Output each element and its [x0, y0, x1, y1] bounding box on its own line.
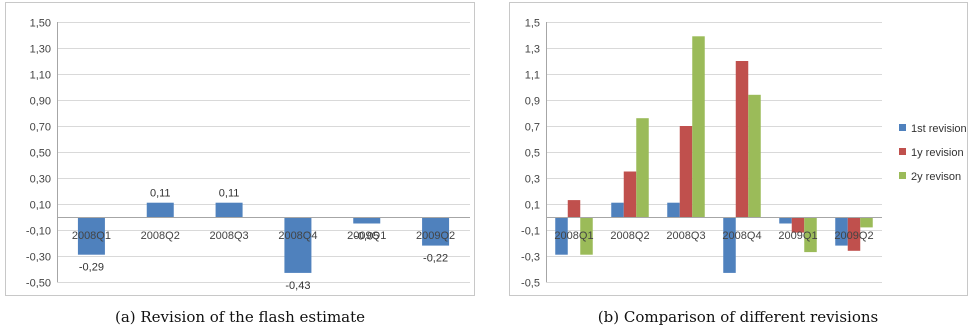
y-tick-label: 0,50: [30, 148, 51, 160]
x-tick-label: 2008Q1: [554, 230, 593, 242]
bar-2008Q3-s1: [667, 202, 680, 217]
y-tick-label: 0,7: [525, 122, 540, 134]
y-tick-label: -0,50: [26, 278, 51, 290]
y-tick-label: 1,3: [525, 44, 540, 56]
data-label: 0,11: [150, 188, 171, 200]
chart-a: -0,50 -0,30 -0,10 0,10 0,30 0,50 0,70 0,90 1,10 1…: [0, 0, 480, 300]
bar-2008Q1-s2: [567, 200, 581, 217]
bar-2008Q3-s2: [679, 126, 693, 217]
y-tick-label: 0,90: [30, 96, 51, 108]
y-tick-label: -0,3: [521, 252, 540, 264]
y-tick-label: 0,3: [525, 174, 540, 186]
bar-2008Q2-s1: [611, 202, 624, 217]
chart-b: -0,5 -0,3 -0,1 0,1 0,3 0,5 0,7 0,9 1,1 1,3 1,5 2008…: [504, 0, 973, 300]
bar-2009Q2-s3: [860, 217, 873, 228]
x-tick-label: 2009Q1: [347, 230, 386, 242]
x-tick-label: 2008Q1: [72, 230, 111, 242]
bar-2008Q2-s2: [623, 171, 637, 217]
data-label: -0,29: [79, 262, 104, 274]
legend-label: 1st revision: [911, 123, 967, 135]
caption-a: (a) Revision of the flash estimate: [114, 308, 366, 326]
bar-2008Q2: [146, 202, 174, 217]
y-tick-label: 0,30: [30, 174, 51, 186]
y-tick-label: 0,9: [525, 96, 540, 108]
y-tick-label: 1,30: [30, 44, 51, 56]
bar-2009Q2: [422, 217, 450, 246]
chart-b-svg: -0,5 -0,3 -0,1 0,1 0,3 0,5 0,7 0,9 1,1 1,3 1,5 2008…: [509, 2, 968, 296]
y-tick-label: 1,5: [525, 18, 540, 30]
x-tick-label: 2008Q3: [210, 230, 249, 242]
x-tick-label: 2008Q4: [278, 230, 317, 242]
y-tick-label: 1,10: [30, 70, 51, 82]
bar-2008Q4-s2: [735, 61, 749, 217]
caption-b: (b) Comparison of different revisions: [597, 308, 879, 326]
legend-swatch: [899, 148, 906, 155]
legend-label: 2y revison: [911, 171, 961, 183]
x-tick-label: 2008Q4: [722, 230, 761, 242]
data-label: -0,05: [354, 231, 379, 243]
bar-2008Q1: [77, 217, 105, 255]
bar-2008Q2-s3: [636, 118, 649, 217]
x-tick-label: 2009Q2: [416, 230, 455, 242]
bar-2009Q1-s3: [804, 217, 817, 253]
y-tick-label: -0,30: [26, 252, 51, 264]
data-label: 0,11: [219, 188, 240, 200]
y-tick-label: 0,5: [525, 148, 540, 160]
x-tick-label: 2009Q1: [778, 230, 817, 242]
legend-swatch: [899, 124, 906, 131]
bar-2008Q4-s1: [723, 217, 736, 273]
x-tick-label: 2009Q2: [834, 230, 873, 242]
bar-2008Q1-s3: [580, 217, 593, 255]
bar-2009Q1-s2: [791, 217, 805, 233]
bar-2008Q3-s3: [692, 36, 705, 217]
y-tick-label: -0,1: [521, 226, 540, 238]
bar-2008Q4-s3: [748, 94, 761, 217]
y-tick-label: 0,1: [525, 200, 540, 212]
bar-2009Q1-s1: [779, 217, 792, 224]
chart-frame: [5, 2, 475, 296]
x-tick-label: 2008Q2: [610, 230, 649, 242]
x-tick-label: 2008Q3: [666, 230, 705, 242]
y-tick-label: -0,5: [521, 278, 540, 290]
bar-2009Q2-s1: [835, 217, 848, 246]
y-tick-label: 1,50: [30, 18, 51, 30]
bar-2008Q3: [215, 202, 243, 217]
x-tick-label: 2008Q2: [141, 230, 180, 242]
y-tick-label: 0,70: [30, 122, 51, 134]
y-tick-label: 1,1: [525, 70, 540, 82]
bar-2008Q1-s1: [555, 217, 568, 255]
y-tick-label: -0,10: [26, 226, 51, 238]
y-tick-label: 0,10: [30, 200, 51, 212]
bar-2009Q1: [353, 217, 381, 224]
legend-swatch: [899, 172, 906, 179]
legend-label: 1y revision: [911, 147, 964, 159]
data-label: -0,22: [423, 253, 448, 265]
bar-2008Q4: [284, 217, 312, 273]
data-label: -0,43: [285, 280, 310, 292]
bar-2009Q2-s2: [847, 217, 861, 251]
chart-a-svg: -0,50 -0,30 -0,10 0,10 0,30 0,50 0,70 0,90 1,10 1…: [5, 2, 475, 296]
